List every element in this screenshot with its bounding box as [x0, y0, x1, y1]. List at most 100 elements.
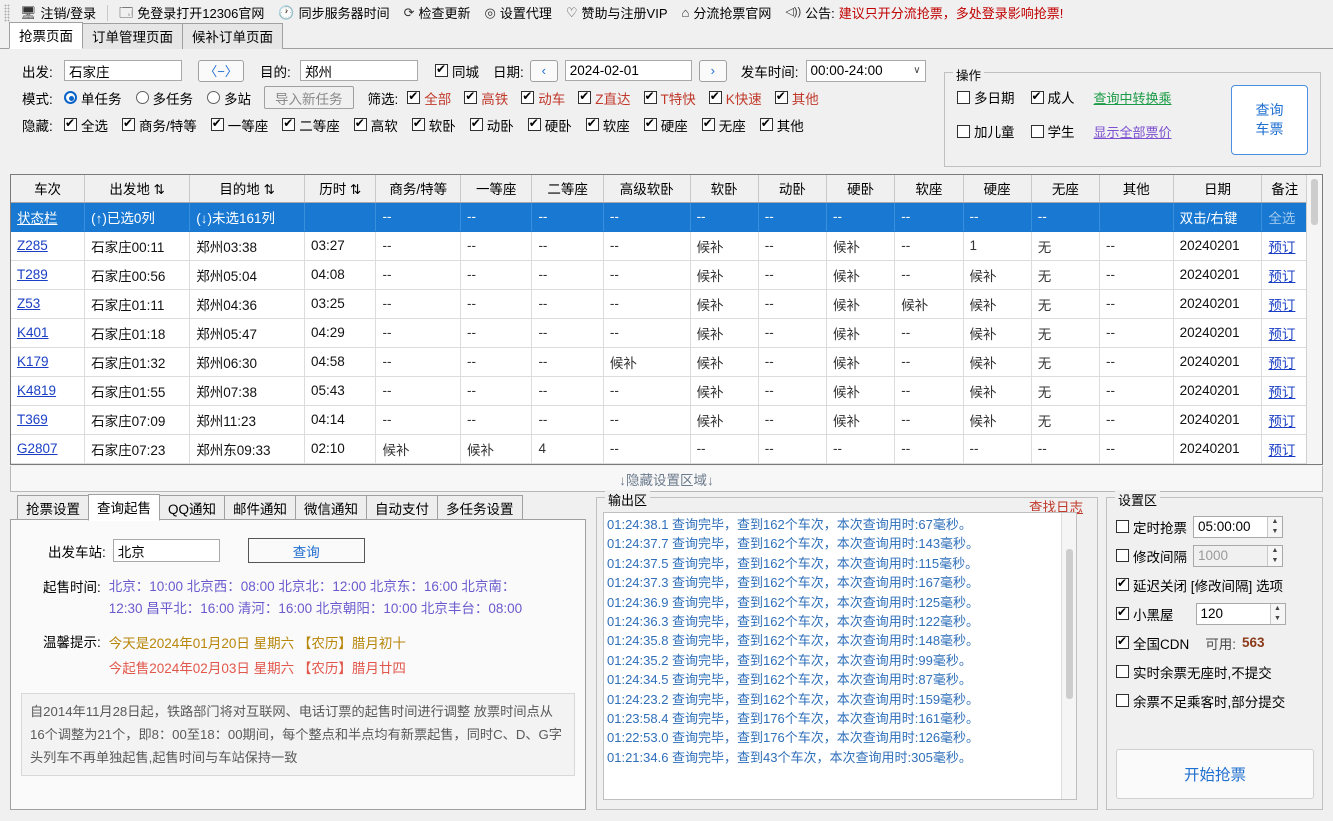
spinner-down-icon[interactable]: ▼	[1271, 557, 1279, 564]
th-hard-sleeper[interactable]: 硬卧	[826, 175, 896, 203]
train-number-link[interactable]: T289	[17, 267, 48, 282]
import-task-button[interactable]: 导入新任务	[264, 86, 354, 109]
cell-train-no[interactable]: K401	[11, 318, 86, 348]
th-premium-soft-sleeper[interactable]: 高级软卧	[603, 175, 691, 203]
adult-checkbox[interactable]: 成人	[1030, 87, 1075, 107]
status-label[interactable]: 状态栏	[17, 210, 58, 226]
cell-train-no[interactable]: K179	[11, 347, 86, 377]
menu-item-official-site[interactable]: ⌂ 分流抢票官网	[675, 1, 779, 24]
table-row[interactable]: K179 石家庄01:32 郑州06:30 04:58 -- -- -- 候补 …	[11, 347, 1308, 377]
th-duration[interactable]: 历时 ⇅	[304, 175, 377, 203]
table-row[interactable]: Z53 石家庄01:11 郑州04:36 03:25 -- -- -- -- 候…	[11, 289, 1308, 319]
bottom-tab-email-notify[interactable]: 邮件通知	[224, 495, 297, 521]
filter-z[interactable]: Z直达	[578, 88, 631, 108]
menu-item-check-update[interactable]: ⟳ 检查更新	[397, 1, 478, 24]
table-row[interactable]: Z285 石家庄00:11 郑州03:38 03:27 -- -- -- -- …	[11, 231, 1308, 261]
th-soft-seat[interactable]: 软座	[894, 175, 964, 203]
th-business[interactable]: 商务/特等	[375, 175, 461, 203]
cell-note[interactable]: 预订	[1261, 260, 1308, 290]
bottom-tab-auto-pay[interactable]: 自动支付	[366, 495, 439, 521]
query-ticket-button[interactable]: 查询 车票	[1231, 85, 1308, 155]
hide-all[interactable]: 全选	[64, 115, 108, 135]
train-number-link[interactable]: K401	[17, 325, 49, 340]
filter-t[interactable]: T特快	[643, 88, 696, 108]
cell-train-no[interactable]: Z285	[11, 231, 86, 261]
spinner-buttons[interactable]: ▲ ▼	[1267, 545, 1282, 566]
filter-other[interactable]: 其他	[774, 88, 819, 108]
delay-close-checkbox[interactable]: 延迟关闭 [修改间隔] 选项	[1116, 575, 1283, 595]
hide-first-class[interactable]: 一等座	[210, 115, 268, 135]
spinner-down-icon[interactable]: ▼	[1274, 615, 1281, 622]
cell-train-no[interactable]: G2807	[11, 434, 86, 464]
tab-grab-ticket[interactable]: 抢票页面	[9, 22, 83, 49]
cell-note[interactable]: 预订	[1261, 434, 1308, 464]
blackroom-checkbox[interactable]: 小黑屋	[1116, 604, 1174, 624]
th-origin[interactable]: 出发地 ⇅	[84, 175, 191, 203]
th-date[interactable]: 日期	[1173, 175, 1263, 203]
cell-train-no[interactable]: Z53	[11, 289, 86, 319]
no-seat-checkbox[interactable]: 实时余票无座时,不提交	[1116, 662, 1272, 682]
interval-checkbox[interactable]: 修改间隔	[1116, 546, 1187, 566]
status-row[interactable]: 状态栏 (↑)已选0列 (↓)未选161列 -- -- -- -- -- -- …	[11, 202, 1308, 232]
hide-soft-seat[interactable]: 软座	[585, 115, 630, 135]
table-vertical-scrollbar[interactable]	[1306, 175, 1322, 464]
from-station-input[interactable]	[64, 60, 182, 81]
train-number-link[interactable]: G2807	[17, 441, 58, 456]
cell-train-no[interactable]: T369	[11, 405, 86, 435]
mode-radio-single[interactable]: 单任务	[64, 88, 122, 108]
th-destination[interactable]: 目的地 ⇅	[189, 175, 305, 203]
log-vertical-scrollbar[interactable]	[1061, 513, 1076, 799]
find-log-link[interactable]: 查找日志	[1029, 500, 1083, 515]
interval-spinner[interactable]: 1000 ▲ ▼	[1193, 544, 1283, 567]
hide-soft-sleeper[interactable]: 软卧	[411, 115, 456, 135]
query-sale-button[interactable]: 查询	[247, 538, 365, 563]
filter-dongche[interactable]: 动车	[521, 88, 565, 108]
hide-no-seat[interactable]: 无座	[701, 115, 746, 135]
mode-radio-multi[interactable]: 多任务	[135, 88, 193, 108]
menu-item-set-proxy[interactable]: ◎ 设置代理	[478, 1, 559, 24]
hide-hard-sleeper[interactable]: 硬卧	[527, 115, 572, 135]
menu-item-open-12306[interactable]: 🗔 免登录打开12306官网	[112, 1, 271, 24]
cell-note[interactable]: 预订	[1261, 376, 1308, 406]
cdn-checkbox[interactable]: 全国CDN	[1116, 633, 1189, 653]
book-link[interactable]: 预订	[1268, 239, 1296, 255]
timed-grab-checkbox[interactable]: 定时抢票	[1116, 517, 1187, 537]
bottom-tab-query-sale[interactable]: 查询起售	[88, 494, 160, 521]
spinner-up-icon[interactable]: ▲	[1274, 605, 1281, 612]
filter-gaotie[interactable]: 高铁	[464, 88, 508, 108]
scrollbar-thumb[interactable]	[1311, 179, 1318, 225]
timed-grab-spinner[interactable]: 05:00:00 ▲ ▼	[1193, 515, 1283, 538]
book-link[interactable]: 预订	[1268, 413, 1296, 429]
th-first-class[interactable]: 一等座	[460, 175, 533, 203]
table-row[interactable]: K4819 石家庄01:55 郑州07:38 05:43 -- -- -- --…	[11, 376, 1308, 406]
book-link[interactable]: 预订	[1268, 326, 1296, 342]
prev-date-button[interactable]: ‹	[529, 59, 558, 82]
next-date-button[interactable]: ›	[698, 59, 727, 82]
departure-station-input[interactable]	[112, 539, 220, 562]
cell-train-no[interactable]: K4819	[11, 376, 86, 406]
query-transfer-link[interactable]: 查询中转换乘	[1093, 90, 1172, 106]
train-number-link[interactable]: Z53	[17, 296, 41, 311]
hide-business[interactable]: 商务/特等	[122, 115, 197, 135]
spinner-up-icon[interactable]: ▲	[1271, 518, 1279, 525]
th-soft-sleeper[interactable]: 软卧	[690, 175, 759, 203]
hide-emu-sleeper[interactable]: 动卧	[469, 115, 514, 135]
cell-note[interactable]: 预订	[1261, 289, 1308, 319]
th-note[interactable]: 备注	[1261, 175, 1308, 203]
menu-item-sync-time[interactable]: 🕐 同步服务器时间	[271, 1, 396, 24]
status-select-all-cell[interactable]: 全选	[1261, 202, 1308, 232]
th-train-no[interactable]: 车次	[11, 175, 86, 203]
train-number-link[interactable]: K179	[17, 354, 49, 369]
date-input[interactable]	[564, 60, 692, 81]
swap-stations-button[interactable]: 〈−〉	[198, 59, 244, 82]
th-second-class[interactable]: 二等座	[531, 175, 604, 203]
train-number-link[interactable]: T369	[17, 412, 48, 427]
bottom-tab-qq-notify[interactable]: QQ通知	[159, 495, 226, 521]
hide-gaoruan[interactable]: 高软	[353, 115, 398, 135]
student-checkbox[interactable]: 学生	[1030, 121, 1075, 141]
filter-all[interactable]: 全部	[407, 88, 451, 108]
blackroom-spinner[interactable]: 120 ▲ ▼	[1195, 602, 1286, 625]
mode-radio-multistation[interactable]: 多站	[207, 88, 251, 108]
menu-item-sponsor-vip[interactable]: ♡ 赞助与注册VIP	[559, 1, 675, 24]
to-station-input[interactable]	[300, 60, 418, 81]
